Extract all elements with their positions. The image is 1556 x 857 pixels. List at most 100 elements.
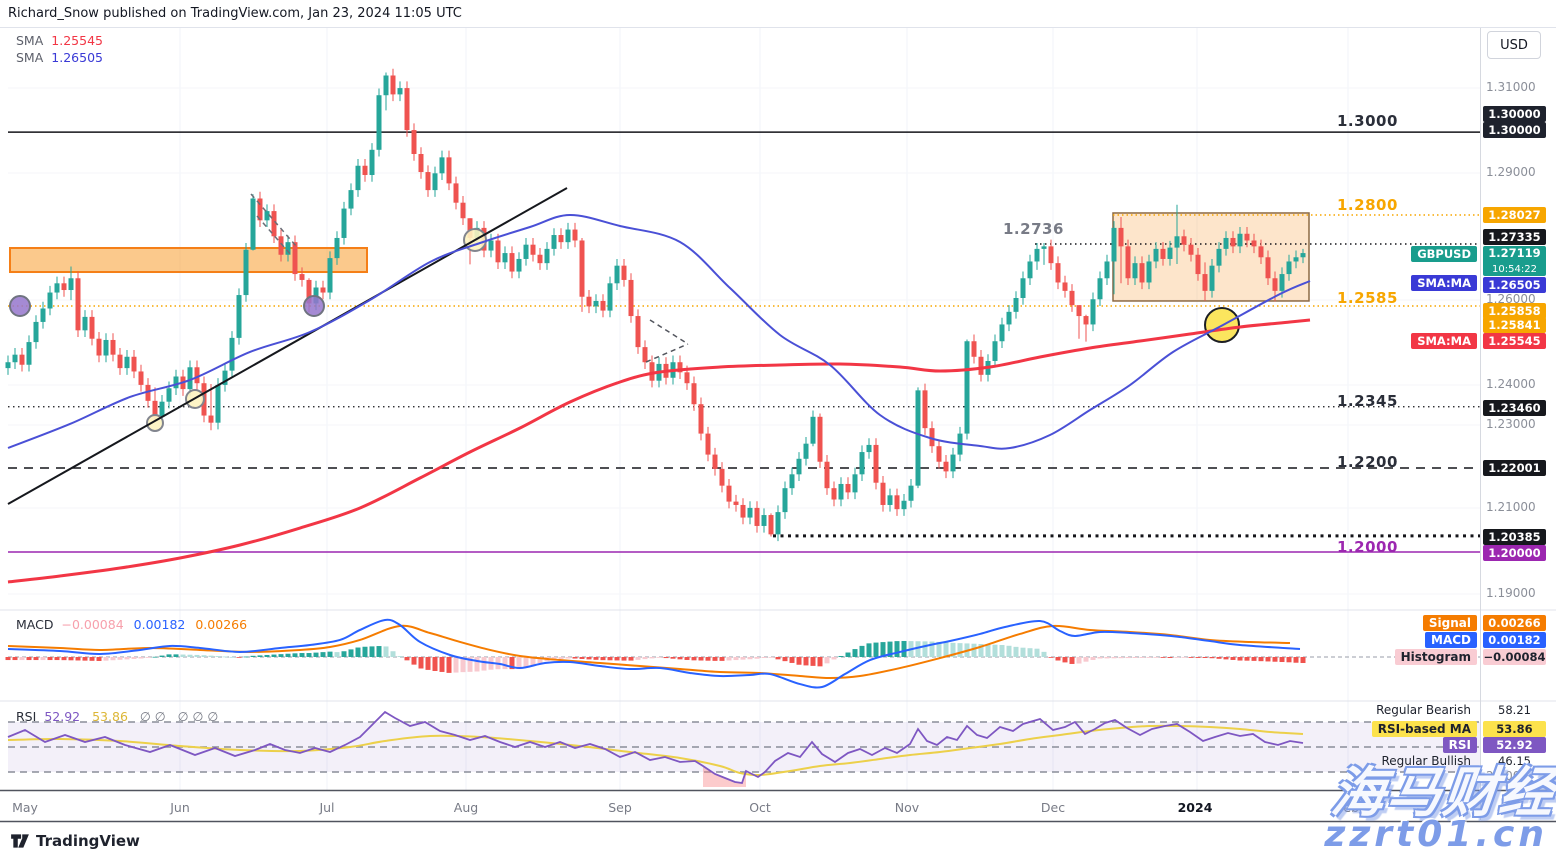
macd-histogram-bar [768, 657, 774, 658]
macd-histogram-bar [68, 657, 74, 661]
candle-body [1146, 261, 1152, 283]
macd-histogram-bar [173, 654, 179, 657]
price-level-label: 1.2736 [1003, 220, 1064, 238]
macd-histogram-bar [1230, 657, 1236, 660]
macd-histogram-bar [747, 657, 753, 660]
time-axis-label: Oct [749, 800, 771, 815]
macd-histogram-bar [166, 654, 172, 657]
time-axis-label: Nov [894, 800, 920, 815]
candle-body [726, 485, 732, 502]
candle-body [390, 75, 396, 95]
macd-histogram-bar [1041, 651, 1047, 657]
candle-body [558, 235, 564, 243]
candle-body [495, 240, 501, 263]
macd-histogram-bar [1083, 657, 1089, 662]
macd-histogram-bar [873, 642, 879, 657]
candle-body [411, 130, 417, 155]
macd-histogram-bar [236, 657, 242, 658]
macd-histogram-bar [96, 657, 102, 661]
macd-histogram-bar [355, 647, 361, 657]
macd-histogram-bar [1258, 657, 1264, 662]
macd-histogram-bar [957, 643, 963, 657]
macd-histogram-bar [1174, 657, 1180, 658]
macd-histogram-bar [1055, 657, 1061, 661]
candle-body [593, 300, 599, 307]
macd-histogram-bar [1237, 657, 1243, 661]
macd-histogram-bar [61, 657, 67, 661]
macd-histogram-bar [705, 657, 711, 661]
supply-demand-zone [1112, 212, 1310, 302]
price-level-label: 1.3000 [1337, 112, 1398, 130]
candle-body [579, 240, 585, 297]
macd-histogram-bar [33, 657, 39, 661]
sma-legend-row-1: SMA 1.25545 [16, 33, 103, 48]
candle-body [362, 165, 368, 175]
macd-histogram-bar [698, 657, 704, 661]
price-axis-tick: 1.31000 [1486, 80, 1536, 94]
series-tag: SMA:MA [1411, 275, 1477, 291]
macd-histogram-bar [712, 657, 718, 661]
tradingview-logo-text: TradingView [36, 832, 140, 850]
macd-histogram-bar [1118, 657, 1124, 659]
candle-body [432, 173, 438, 191]
candle-body [810, 416, 816, 444]
price-axis-badge: 1.28027 [1483, 207, 1546, 223]
candle-body [453, 183, 459, 203]
sma-slow-line [7, 318, 1311, 584]
macd-histogram-bar [1069, 657, 1075, 664]
macd-histogram-bar [1013, 646, 1019, 657]
candle-body [355, 165, 361, 191]
macd-histogram-bar [1209, 657, 1215, 659]
macd-histogram-bar [1272, 657, 1278, 662]
rsi-divergence-highlight [703, 766, 746, 787]
macd-histogram-bar [12, 657, 18, 661]
candle-body [1153, 248, 1159, 262]
candle-body [1090, 299, 1096, 325]
candle-body [754, 507, 760, 526]
candle-body [1118, 227, 1124, 247]
watermark-url: zzrt01.cn [1324, 814, 1548, 855]
tradingview-logo-icon [11, 834, 29, 848]
sma-fast-line [7, 213, 1311, 450]
candle-body [1111, 227, 1117, 262]
candle-body [320, 287, 326, 293]
rsi-legend-value: 53.86 [92, 709, 128, 724]
candle-body [40, 308, 46, 322]
candle-body [446, 157, 452, 184]
candle-body [236, 295, 242, 338]
macd-histogram-bar [1153, 657, 1159, 658]
macd-histogram-bar [859, 645, 865, 657]
candle-body [768, 515, 774, 535]
candle-body [369, 149, 375, 175]
candle-body [208, 415, 214, 423]
time-axis-label: Aug [453, 800, 479, 815]
candle-body [173, 376, 179, 389]
indicator-row-value: 0.00182 [1483, 632, 1546, 648]
macd-histogram-bar [1139, 657, 1145, 658]
candle-body [789, 474, 795, 489]
macd-legend-value: −0.00084 [61, 617, 124, 632]
candle-body [110, 339, 116, 355]
macd-histogram-bar [887, 641, 893, 657]
macd-histogram-bar [411, 657, 417, 665]
macd-histogram-bar [1188, 657, 1194, 658]
candle-body [1195, 254, 1201, 275]
price-axis-badge: 1.23460 [1483, 400, 1546, 416]
candle-body [1013, 297, 1019, 312]
candle-body [684, 372, 690, 384]
macd-histogram-bar [292, 653, 298, 657]
candle-body [425, 172, 431, 191]
macd-histogram-bar [719, 657, 725, 661]
macd-histogram-bar [964, 643, 970, 657]
macd-histogram-bar [936, 641, 942, 657]
macd-histogram-bar [803, 657, 809, 666]
macd-histogram-bar [684, 657, 690, 660]
currency-toggle-button[interactable]: USD [1487, 31, 1541, 59]
candle-body [1251, 240, 1257, 247]
macd-histogram-bar [19, 657, 25, 661]
sma-label: SMA [16, 33, 44, 48]
tradingview-logo[interactable]: TradingView [10, 831, 140, 851]
trendline [7, 187, 568, 505]
macd-histogram-bar [852, 649, 858, 657]
candle-body [1076, 305, 1082, 317]
